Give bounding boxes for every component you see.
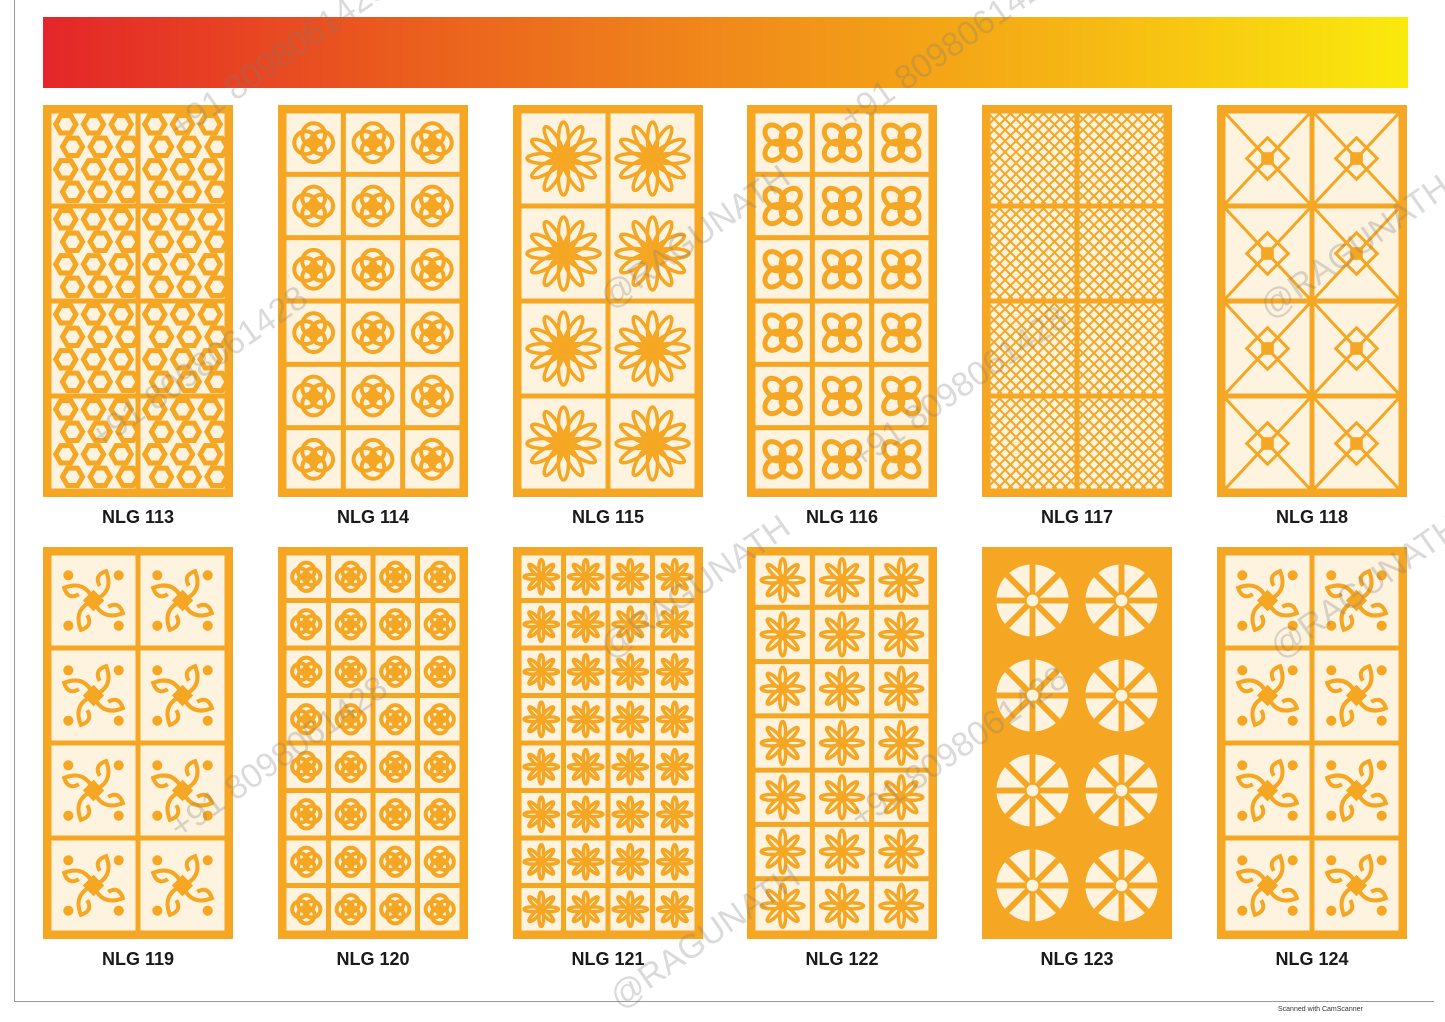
page-frame-left [14,0,15,1002]
panel-code-label: NLG 119 [101,949,175,969]
panel-code-label: NLG 115 [571,507,645,527]
panel-code-label: NLG 120 [336,949,410,969]
panel-code-label: NLG 121 [571,949,645,969]
panel-code-label: NLG 123 [1040,949,1114,969]
panel-nlg-115 [513,105,703,497]
panel-nlg-117 [982,105,1172,497]
panel-nlg-123 [982,547,1172,939]
panel-nlg-121 [513,547,703,939]
panel-nlg-119 [43,547,233,939]
panel-code-label: NLG 114 [336,507,410,527]
panel-nlg-124 [1217,547,1407,939]
panel-code-label: NLG 116 [805,507,879,527]
panel-cutout-pattern [1217,547,1407,939]
scanner-credit: Scanned with CamScanner [1278,1006,1363,1013]
panel-cutout-pattern [43,547,233,939]
panel-code-label: NLG 122 [805,949,879,969]
panel-code-label: NLG 113 [101,507,175,527]
panel-cutout-pattern [1217,105,1407,497]
panel-nlg-116 [747,105,937,497]
panel-cutout-pattern [747,547,937,939]
panel-nlg-118 [1217,105,1407,497]
panel-cutout-pattern [982,547,1172,939]
panel-nlg-120 [278,547,468,939]
panel-nlg-122 [747,547,937,939]
panel-cutout-pattern [278,105,468,497]
panel-code-label: NLG 118 [1275,507,1349,527]
panel-cutout-pattern [513,105,703,497]
gradient-banner [43,17,1408,88]
panel-cutout-pattern [513,547,703,939]
panel-code-label: NLG 124 [1275,949,1349,969]
panel-cutout-pattern [278,547,468,939]
panel-nlg-114 [278,105,468,497]
panel-cutout-pattern [747,105,937,497]
panel-code-label: NLG 117 [1040,507,1114,527]
panel-nlg-113 [43,105,233,497]
panel-cutout-pattern [43,105,233,497]
page-frame-bottom [14,1001,1434,1002]
panel-cutout-pattern [982,105,1172,497]
